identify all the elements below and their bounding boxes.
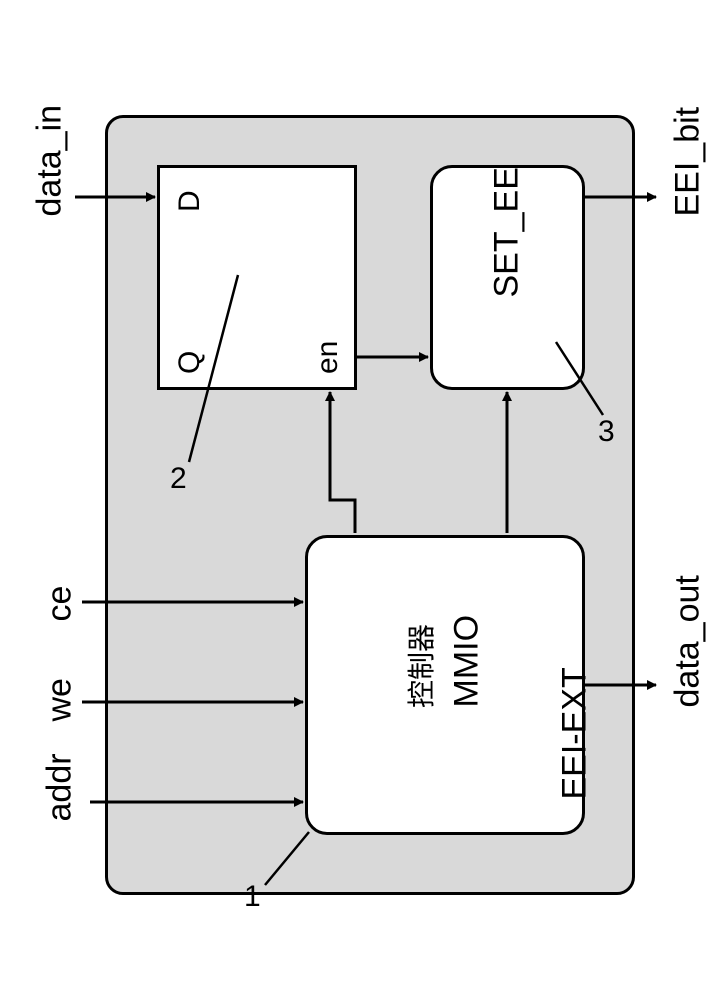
ce-label: ce [41,602,80,622]
container-label: EEI-EXT [556,780,595,800]
ref-2: 2 [170,462,187,496]
mmio-block [305,535,585,835]
set-ee-label: SET_EE [488,278,527,298]
mmio-label: MMIO [448,688,487,708]
data-in-label: data_in [31,197,70,217]
port-en-label: en [311,354,345,374]
we-label: we [41,702,80,722]
data-out-label: data_out [669,688,708,708]
ref-3: 3 [598,415,615,449]
ref-1: 1 [244,880,261,914]
diagram-canvas: EEI-EXT SET_EE MMIO 控制器 D Q en data_in E… [0,0,716,1000]
mmio-sublabel: 控制器 [400,688,440,708]
port-d-label: D [173,192,207,212]
port-q-label: Q [173,354,207,374]
addr-label: addr [41,802,80,822]
eei-bit-label: EEI_bit [669,197,708,217]
